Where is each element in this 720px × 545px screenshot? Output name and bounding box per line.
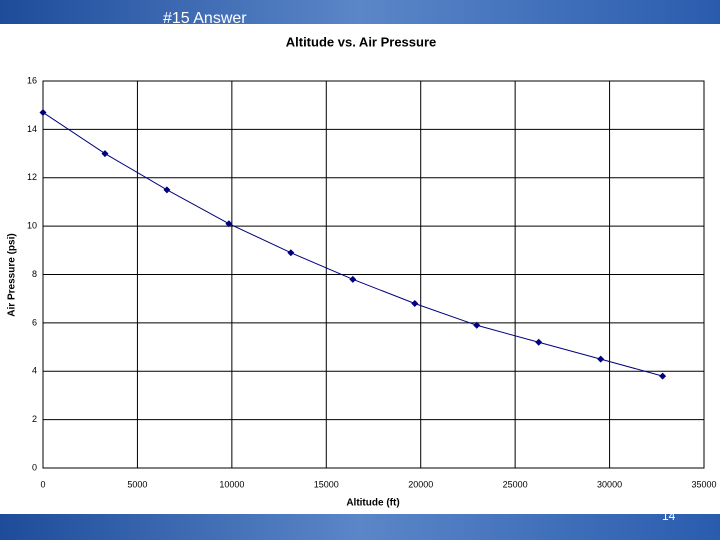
y-tick-label: 10 [27,221,37,231]
y-tick-label: 4 [32,366,37,376]
x-tick-label: 5000 [127,479,147,489]
x-tick-label: 15000 [314,479,339,489]
data-point [101,150,109,158]
data-point [39,108,47,116]
data-point [225,220,233,228]
page-number: 14 [662,509,676,523]
y-axis-label: Air Pressure (psi) [7,233,18,316]
data-point [349,275,357,283]
data-point [535,338,543,346]
header-band [0,0,720,24]
x-tick-label: 30000 [597,479,622,489]
data-point [659,372,667,380]
x-axis-label: Altitude (ft) [346,498,399,509]
slide-title: #15 Answer [163,10,247,27]
plot-area: 0 2 4 6 8 10 12 14 16 0 5000 10000 15000 20000 25000 30… [27,75,717,489]
y-tick-label: 8 [32,269,37,279]
x-tick-label: 25000 [503,479,528,489]
data-point [411,300,419,308]
y-tick-label: 12 [27,172,37,182]
y-tick-label: 6 [32,317,37,327]
x-tick-label: 0 [40,479,45,489]
y-tick-label: 0 [32,462,37,472]
y-tick-label: 16 [27,75,37,85]
chart-title: Altitude vs. Air Pressure [286,34,437,49]
x-tick-label: 35000 [691,479,716,489]
footer-band [0,514,720,540]
x-tick-label: 10000 [219,479,244,489]
y-tick-label: 14 [27,124,37,134]
data-point [597,355,605,363]
data-point [287,249,295,257]
x-tick-label: 20000 [408,479,433,489]
data-point [473,321,481,329]
y-tick-label: 2 [32,414,37,424]
data-point [163,186,171,194]
